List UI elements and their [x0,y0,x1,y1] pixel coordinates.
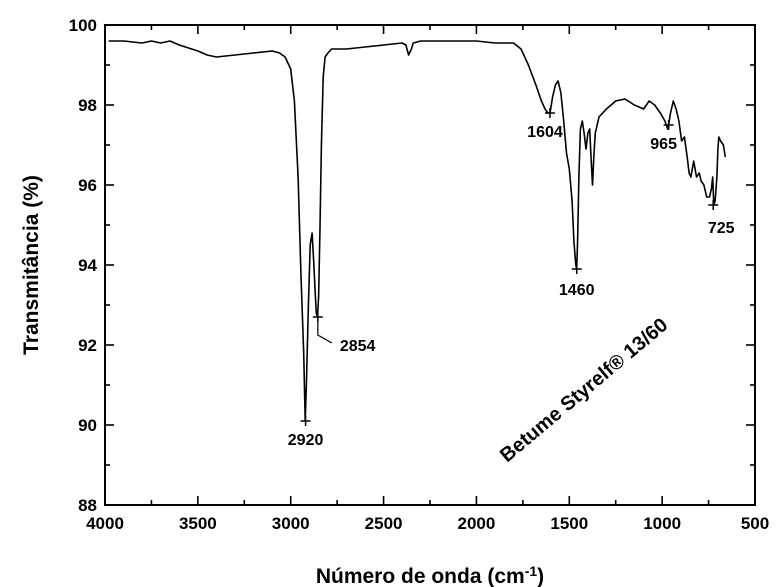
tick-labels: 4000 3500 3000 2500 2000 1500 1000 500 88 90 92 94 9… [69,16,770,533]
peak-leader [317,317,333,344]
axis-ticks [104,24,756,506]
x-tick-label: 500 [741,514,769,533]
sample-annotation: Betume Styrelf® 13/60 [496,314,672,467]
y-tick-label: 90 [78,416,97,435]
peak-markers: 2920 2854 1604 1460 965 725 [288,108,735,449]
y-tick-label: 94 [78,256,97,275]
y-axis-label: Transmitância (%) [20,175,43,355]
x-tick-label: 2000 [458,514,496,533]
peak-label: 2854 [340,338,376,355]
x-axis-label-main: Número de onda (cm [316,565,525,587]
peak-label: 2920 [288,432,324,449]
peak-label: 725 [708,220,735,237]
x-tick-label: 4000 [86,514,124,533]
y-tick-label: 96 [78,176,97,195]
y-tick-label: 92 [78,336,97,355]
x-tick-label: 2500 [365,514,403,533]
x-tick-label: 1500 [550,514,588,533]
x-tick-label: 3500 [179,514,217,533]
peak-label: 1604 [527,124,563,141]
x-tick-label: 1000 [643,514,681,533]
y-tick-label: 88 [78,496,97,515]
x-axis-label-superscript: -1 [525,563,538,579]
spectrum-line [108,40,727,422]
peak-label: 1460 [559,282,595,299]
x-tick-label: 3000 [272,514,310,533]
y-tick-label: 100 [69,16,97,35]
plot-frame [104,24,756,506]
y-tick-label: 98 [78,96,97,115]
x-axis-label: Número de onda (cm-1) [316,563,544,587]
peak-label: 965 [650,136,677,153]
x-axis-label-end: ) [537,565,544,587]
